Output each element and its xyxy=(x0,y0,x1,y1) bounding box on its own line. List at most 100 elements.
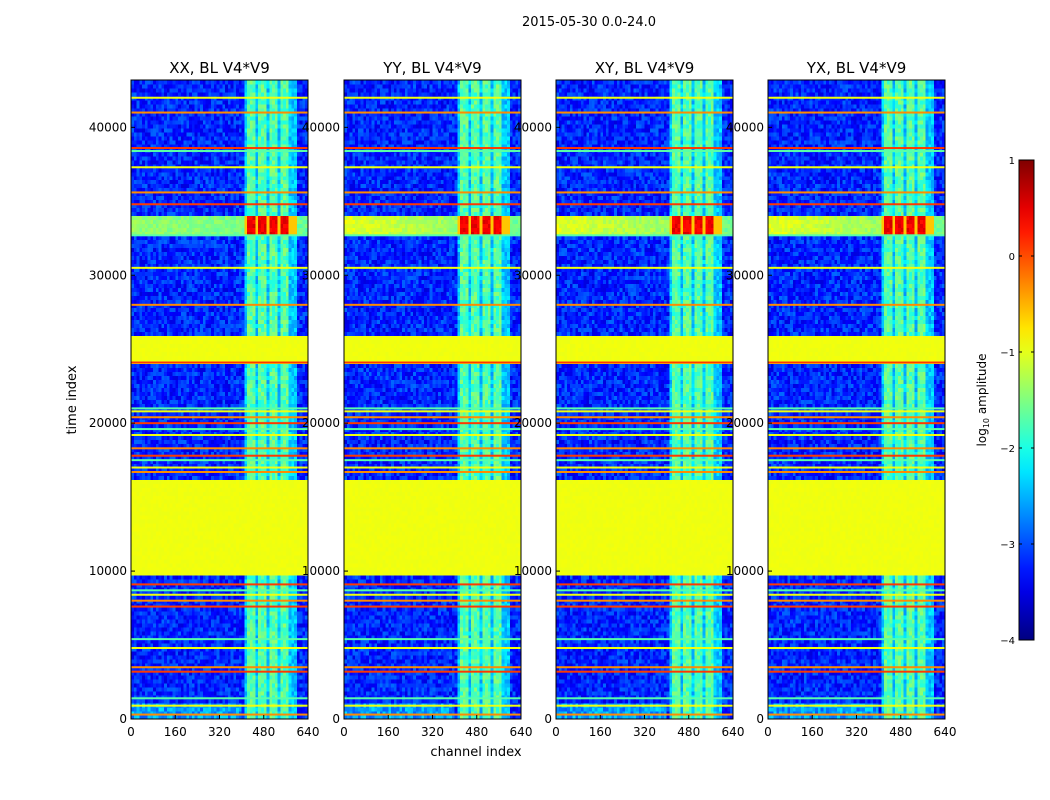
heatmap-cell xyxy=(272,675,275,679)
heatmap-cell xyxy=(239,707,242,711)
heatmap-cell xyxy=(253,679,256,683)
heatmap-cell xyxy=(186,687,189,691)
heatmap-cell xyxy=(217,707,220,711)
heatmap-cell xyxy=(272,679,275,683)
heatmap-cell xyxy=(231,707,234,711)
heatmap-cell xyxy=(244,699,247,703)
heatmap-cell xyxy=(139,679,142,683)
heatmap-cell xyxy=(164,687,167,691)
heatmap-cell xyxy=(214,707,217,711)
heatmap-cell xyxy=(145,707,148,711)
heatmap-cell xyxy=(161,687,164,691)
heatmap-cell xyxy=(239,699,242,703)
heatmap-cell xyxy=(302,707,305,711)
heatmap-cell xyxy=(228,699,231,703)
heatmap-cell xyxy=(278,699,281,703)
heatmap-cell xyxy=(280,707,283,711)
heatmap-cell xyxy=(156,675,159,679)
heatmap-cell xyxy=(137,679,140,683)
heatmap-cell xyxy=(231,683,234,687)
heatmap-cell xyxy=(294,683,297,687)
heatmap-cell xyxy=(184,679,187,683)
heatmap-cell xyxy=(153,683,156,687)
heatmap-cell xyxy=(236,687,239,691)
heatmap-cell xyxy=(206,707,209,711)
heatmap-cell xyxy=(300,675,303,679)
heatmap-cell xyxy=(134,687,137,691)
heatmap-cell xyxy=(137,675,140,679)
heatmap-cell xyxy=(172,707,175,711)
heatmap-cell xyxy=(228,675,231,679)
heatmap-cell xyxy=(269,699,272,703)
heatmap-cell xyxy=(291,675,294,679)
heatmap-cell xyxy=(300,691,303,695)
heatmap-cell xyxy=(153,675,156,679)
heatmap-cell xyxy=(192,691,195,695)
heatmap-cell xyxy=(153,707,156,711)
heatmap-cell xyxy=(217,691,220,695)
heatmap-cell xyxy=(192,707,195,711)
heatmap-cell xyxy=(150,687,153,691)
heatmap-cell xyxy=(222,683,225,687)
heatmap-cell xyxy=(264,707,267,711)
heatmap-cell xyxy=(272,683,275,687)
heatmap-cell xyxy=(264,683,267,687)
heatmap-cell xyxy=(220,691,223,695)
heatmap-cell xyxy=(258,675,261,679)
heatmap-cell xyxy=(175,687,178,691)
heatmap-cell xyxy=(211,683,214,687)
heatmap-cell xyxy=(175,683,178,687)
heatmap-cell xyxy=(297,699,300,703)
heatmap-cell xyxy=(156,699,159,703)
heatmap-cells xyxy=(131,80,308,719)
heatmap-cell xyxy=(297,675,300,679)
heatmap-cell xyxy=(164,699,167,703)
heatmap-cell xyxy=(294,679,297,683)
heatmap-cell xyxy=(222,699,225,703)
heatmap-cell xyxy=(239,691,242,695)
heatmap-cell xyxy=(283,707,286,711)
heatmap-cell xyxy=(208,707,211,711)
heatmap-cell xyxy=(283,687,286,691)
heatmap-cell xyxy=(159,699,162,703)
heatmap-cell xyxy=(272,699,275,703)
heatmap-cell xyxy=(261,679,264,683)
heatmap-cell xyxy=(231,699,234,703)
heatmap-cell xyxy=(208,679,211,683)
heatmap-cell xyxy=(286,687,289,691)
heatmap-cell xyxy=(236,683,239,687)
heatmap-cell xyxy=(247,679,250,683)
heatmap-cell xyxy=(172,675,175,679)
heatmap-cell xyxy=(159,679,162,683)
heatmap-cell xyxy=(258,679,261,683)
heatmap-cell xyxy=(225,691,228,695)
heatmap-cell xyxy=(264,687,267,691)
heatmap-cell xyxy=(275,699,278,703)
heatmap-cell xyxy=(181,683,184,687)
heatmap-cell xyxy=(167,687,170,691)
heatmap-cell xyxy=(139,699,142,703)
heatmap-cell xyxy=(280,679,283,683)
heatmap-cell xyxy=(291,679,294,683)
heatmap-cell xyxy=(200,679,203,683)
heatmap-cell xyxy=(211,707,214,711)
heatmap-cell xyxy=(161,691,164,695)
heatmap-cell xyxy=(153,679,156,683)
heatmap-cell xyxy=(289,707,292,711)
heatmap-cell xyxy=(269,691,272,695)
heatmap-cell xyxy=(261,691,264,695)
heatmap-cell xyxy=(184,699,187,703)
heatmap-cell xyxy=(242,679,245,683)
heatmap-cell xyxy=(286,699,289,703)
heatmap-cell xyxy=(200,707,203,711)
heatmap-cell xyxy=(172,679,175,683)
heatmap-cell xyxy=(175,675,178,679)
heatmap-cell xyxy=(225,675,228,679)
heatmap-cell xyxy=(170,683,173,687)
heatmap-cell xyxy=(164,679,167,683)
heatmap-cell xyxy=(159,687,162,691)
heatmap-cell xyxy=(203,699,206,703)
heatmap-cell xyxy=(189,683,192,687)
heatmap-cell xyxy=(250,691,253,695)
heatmap-cell xyxy=(206,679,209,683)
